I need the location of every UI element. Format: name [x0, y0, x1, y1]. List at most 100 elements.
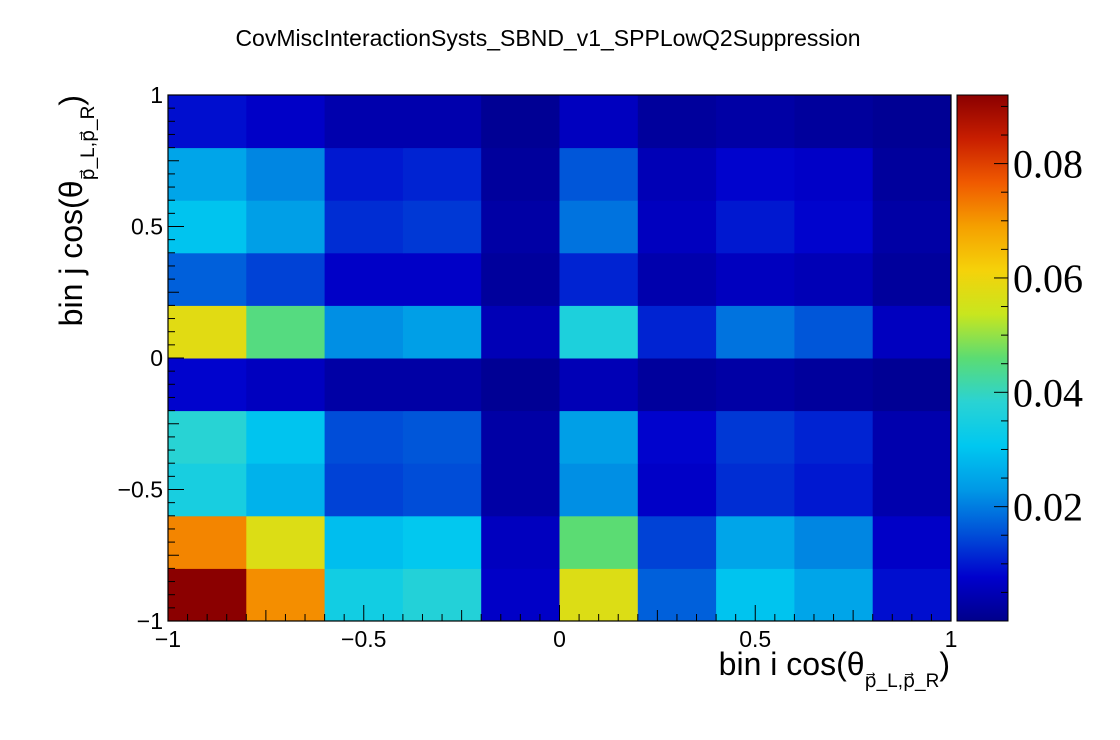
- heatmap-cell: [402, 147, 482, 201]
- heatmap-cell: [324, 358, 404, 412]
- y-tick-label: −0.5: [118, 477, 163, 503]
- heatmap-cell: [716, 252, 795, 306]
- x-tick-label: 0: [553, 626, 566, 652]
- heatmap-cell: [637, 95, 717, 149]
- heatmap-cell: [324, 252, 404, 306]
- heatmap-cell: [246, 147, 326, 201]
- heatmap-cell: [402, 515, 482, 569]
- y-axis-label-text: bin j cos(θ: [53, 180, 89, 326]
- heatmap-cell: [324, 200, 404, 254]
- y-tick-label: 1: [150, 82, 163, 108]
- heatmap-cell: [716, 358, 795, 412]
- heatmap-cell: [637, 410, 717, 464]
- heatmap-cell: [246, 463, 326, 517]
- heatmap-cell: [716, 410, 795, 464]
- heatmap-cell: [481, 358, 560, 412]
- x-axis-label-close: ): [939, 646, 950, 682]
- heatmap-cell: [559, 200, 639, 254]
- heatmap-cell: [481, 568, 560, 622]
- heatmap-cell: [168, 358, 247, 412]
- heatmap-cell: [559, 463, 639, 517]
- x-tick-label: −1: [155, 626, 181, 652]
- heatmap-cell: [481, 410, 560, 464]
- heatmap-cell: [246, 252, 326, 306]
- heatmap-cell: [872, 95, 952, 149]
- x-axis-label-text: bin i cos(θ: [719, 646, 865, 682]
- heatmap-cell: [872, 305, 952, 359]
- heatmap-cell: [872, 463, 952, 517]
- heatmap-cell: [872, 410, 952, 464]
- heatmap-cell: [559, 147, 639, 201]
- heatmap-cell: [559, 252, 639, 306]
- heatmap-cell: [168, 568, 247, 622]
- heatmap-cell: [246, 200, 326, 254]
- heatmap-cell: [402, 463, 482, 517]
- heatmap-cell: [872, 568, 952, 622]
- heatmap-cell: [324, 463, 404, 517]
- heatmap-cell: [246, 515, 326, 569]
- heatmap-cell: [637, 147, 717, 201]
- colorbar-tick-label: 0.04: [1013, 370, 1083, 415]
- chart-title: CovMiscInteractionSysts_SBND_v1_SPPLowQ2…: [235, 25, 860, 51]
- heatmap-cell: [794, 147, 874, 201]
- heatmap-cell: [168, 410, 247, 464]
- x-tick-label: −0.5: [341, 626, 386, 652]
- heatmap-cell: [872, 200, 952, 254]
- heatmap-cell: [168, 305, 247, 359]
- heatmap-cell: [794, 305, 874, 359]
- heatmap-cell: [481, 515, 560, 569]
- heatmap-cell: [716, 147, 795, 201]
- heatmap-cell: [637, 252, 717, 306]
- heatmap-cell: [794, 200, 874, 254]
- x-tick-label: 1: [945, 626, 958, 652]
- colorbar-tick-label: 0.02: [1013, 485, 1083, 530]
- heatmap-cell: [402, 252, 482, 306]
- heatmap-cell: [716, 515, 795, 569]
- heatmap-cell: [402, 200, 482, 254]
- heatmap-cell: [637, 463, 717, 517]
- x-axis-label: bin i cos(θp⃗_L,p⃗_R): [719, 646, 950, 692]
- heatmap-cell: [246, 305, 326, 359]
- heatmap-cell: [168, 252, 247, 306]
- heatmap-cell: [716, 463, 795, 517]
- heatmap-cell: [324, 515, 404, 569]
- colorbar-tick-label: 0.06: [1013, 256, 1083, 301]
- heatmap-cell: [872, 358, 952, 412]
- heatmap-cell: [637, 358, 717, 412]
- heatmap-cell: [168, 147, 247, 201]
- heatmap-cell: [246, 410, 326, 464]
- heatmap-cell: [559, 95, 639, 149]
- heatmap-cell: [794, 252, 874, 306]
- heatmap-cell: [559, 410, 639, 464]
- heatmap-cell: [402, 410, 482, 464]
- heatmap-cell: [324, 305, 404, 359]
- heatmap-cell: [246, 568, 326, 622]
- heatmap-cell: [559, 568, 639, 622]
- heatmap-cell: [246, 358, 326, 412]
- heatmap-cell: [559, 515, 639, 569]
- heatmap-cell: [794, 568, 874, 622]
- heatmap-cell: [872, 147, 952, 201]
- heatmap-cell: [637, 305, 717, 359]
- heatmap-cell: [559, 305, 639, 359]
- heatmap-cell: [481, 463, 560, 517]
- heatmap-cell: [637, 200, 717, 254]
- heatmap-cell: [324, 147, 404, 201]
- x-axis-label-subscript: p⃗_L,p⃗_R: [865, 671, 940, 692]
- heatmap-cell: [794, 410, 874, 464]
- heatmap-cell: [168, 515, 247, 569]
- heatmap-cell: [637, 568, 717, 622]
- y-axis: −1 −0.5 0 0.5 1: [118, 82, 184, 634]
- heatmap-cell: [324, 410, 404, 464]
- heatmap-cell: [716, 200, 795, 254]
- heatmap-cell: [794, 95, 874, 149]
- heatmap-cell: [559, 358, 639, 412]
- heatmap-cell: [402, 568, 482, 622]
- heatmap-cell: [872, 252, 952, 306]
- y-tick-label: 0.5: [131, 214, 163, 240]
- heatmap-cell: [794, 463, 874, 517]
- y-tick-label: 0: [150, 345, 163, 371]
- heatmap-cell: [481, 95, 560, 149]
